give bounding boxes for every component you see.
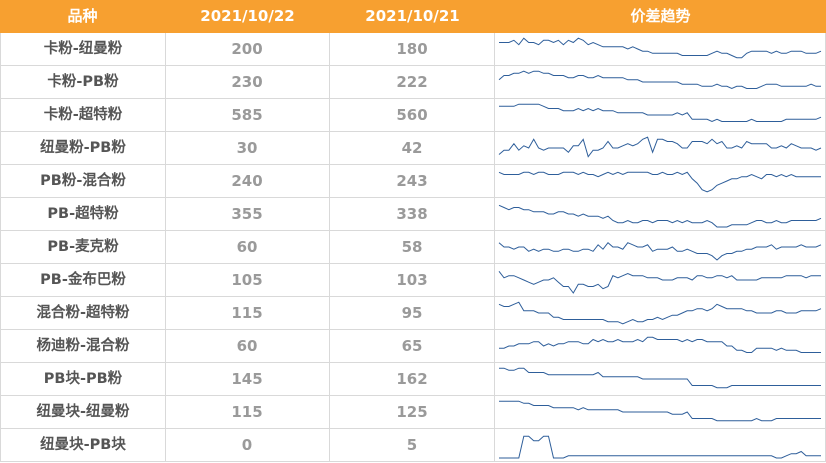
row-name: PB-麦克粉 [0, 231, 166, 264]
row-name: 卡粉-PB粉 [0, 66, 166, 99]
sparkline-chart [498, 70, 821, 90]
row-value-date1: 105 [165, 264, 330, 297]
row-sparkline-cell [495, 66, 826, 99]
row-value-date1: 60 [165, 330, 330, 363]
row-value-date2: 338 [330, 198, 495, 231]
row-value-date1: 115 [165, 297, 330, 330]
sparkline-chart [498, 270, 821, 294]
sparkline-series [499, 37, 822, 59]
row-value-date1: 115 [165, 396, 330, 429]
row-sparkline-cell [495, 165, 826, 198]
row-name: 纽曼块-PB块 [0, 429, 166, 462]
row-name: PB-金布巴粉 [0, 264, 166, 297]
sparkline-series [498, 241, 822, 261]
row-sparkline-cell [495, 264, 826, 297]
table-header: 品种 2021/10/22 2021/10/21 价差趋势 [0, 0, 826, 33]
table-row: 杨迪粉-混合粉 60 65 [0, 330, 826, 363]
sparkline-chart [499, 103, 822, 123]
row-name: 混合粉-超特粉 [0, 297, 166, 330]
row-value-date2: 103 [330, 264, 495, 297]
row-name: 纽曼粉-PB粉 [0, 132, 166, 165]
sparkline-chart [499, 400, 821, 422]
row-value-date2: 58 [330, 231, 495, 264]
sparkline-series [498, 70, 821, 90]
table-row: PB-麦克粉 60 58 [0, 231, 826, 264]
row-value-date1: 0 [165, 429, 330, 462]
row-value-date1: 585 [165, 99, 330, 132]
header-name: 品种 [67, 7, 98, 25]
row-sparkline-cell [495, 231, 826, 264]
row-sparkline-cell [495, 33, 826, 66]
row-value-date1: 230 [165, 66, 330, 99]
row-value-date2: 243 [330, 165, 495, 198]
sparkline-series [498, 136, 822, 158]
table-row: 卡粉-PB粉 230 222 [0, 66, 826, 99]
row-value-date2: 95 [330, 297, 495, 330]
row-value-date2: 65 [330, 330, 495, 363]
row-value-date2: 162 [330, 363, 495, 396]
sparkline-chart [499, 336, 821, 353]
row-value-date2: 5 [330, 429, 495, 462]
row-name: 卡粉-纽曼粉 [0, 33, 166, 66]
row-name: 卡粉-超特粉 [0, 99, 166, 132]
row-sparkline-cell [495, 396, 826, 429]
row-name: PB粉-混合粉 [0, 165, 166, 198]
row-value-date2: 560 [330, 99, 495, 132]
table-row: 混合粉-超特粉 115 95 [0, 297, 826, 330]
sparkline-chart [499, 435, 821, 459]
row-value-date1: 60 [165, 231, 330, 264]
row-name: PB块-PB粉 [0, 363, 166, 396]
row-value-date1: 200 [165, 33, 330, 66]
row-name: 纽曼块-纽曼粉 [0, 396, 166, 429]
row-sparkline-cell [495, 429, 826, 462]
sparkline-series [498, 171, 821, 193]
table-row: 卡粉-纽曼粉 200 180 [0, 33, 826, 66]
table-row: 卡粉-超特粉 585 560 [0, 99, 826, 132]
sparkline-series [499, 103, 822, 123]
table-row: PB-金布巴粉 105 103 [0, 264, 826, 297]
sparkline-chart [499, 367, 821, 389]
row-value-date2: 180 [330, 33, 495, 66]
row-value-date1: 355 [165, 198, 330, 231]
row-sparkline-cell [495, 297, 826, 330]
table-row: 纽曼块-纽曼粉 115 125 [0, 396, 826, 429]
row-sparkline-cell [495, 330, 826, 363]
row-name: 杨迪粉-混合粉 [0, 330, 166, 363]
row-value-date2: 125 [330, 396, 495, 429]
row-value-date1: 30 [165, 132, 330, 165]
table-row: PB-超特粉 355 338 [0, 198, 826, 231]
row-sparkline-cell [495, 99, 826, 132]
sparkline-chart [498, 136, 822, 158]
sparkline-chart [498, 241, 822, 261]
row-sparkline-cell [495, 363, 826, 396]
sparkline-chart [498, 204, 822, 228]
row-name: PB-超特粉 [0, 198, 166, 231]
sparkline-series [498, 204, 822, 228]
sparkline-series [499, 367, 821, 389]
header-trend: 价差趋势 [630, 7, 691, 25]
row-sparkline-cell [495, 198, 826, 231]
sparkline-chart [498, 301, 822, 325]
table-row: PB粉-混合粉 240 243 [0, 165, 826, 198]
header-date1: 2021/10/22 [200, 7, 295, 25]
row-value-date1: 240 [165, 165, 330, 198]
sparkline-series [498, 270, 821, 294]
header-date2: 2021/10/21 [365, 7, 460, 25]
sparkline-series [498, 301, 822, 325]
sparkline-chart [499, 37, 822, 59]
sparkline-series [499, 435, 821, 459]
sparkline-chart [498, 171, 821, 193]
row-value-date2: 222 [330, 66, 495, 99]
sparkline-series [499, 400, 821, 422]
row-sparkline-cell [495, 132, 826, 165]
sparkline-series [499, 336, 821, 353]
table-row: 纽曼块-PB块 0 5 [0, 429, 826, 462]
table-row: 纽曼粉-PB粉 30 42 [0, 132, 826, 165]
table-row: PB块-PB粉 145 162 [0, 363, 826, 396]
row-value-date1: 145 [165, 363, 330, 396]
row-value-date2: 42 [330, 132, 495, 165]
